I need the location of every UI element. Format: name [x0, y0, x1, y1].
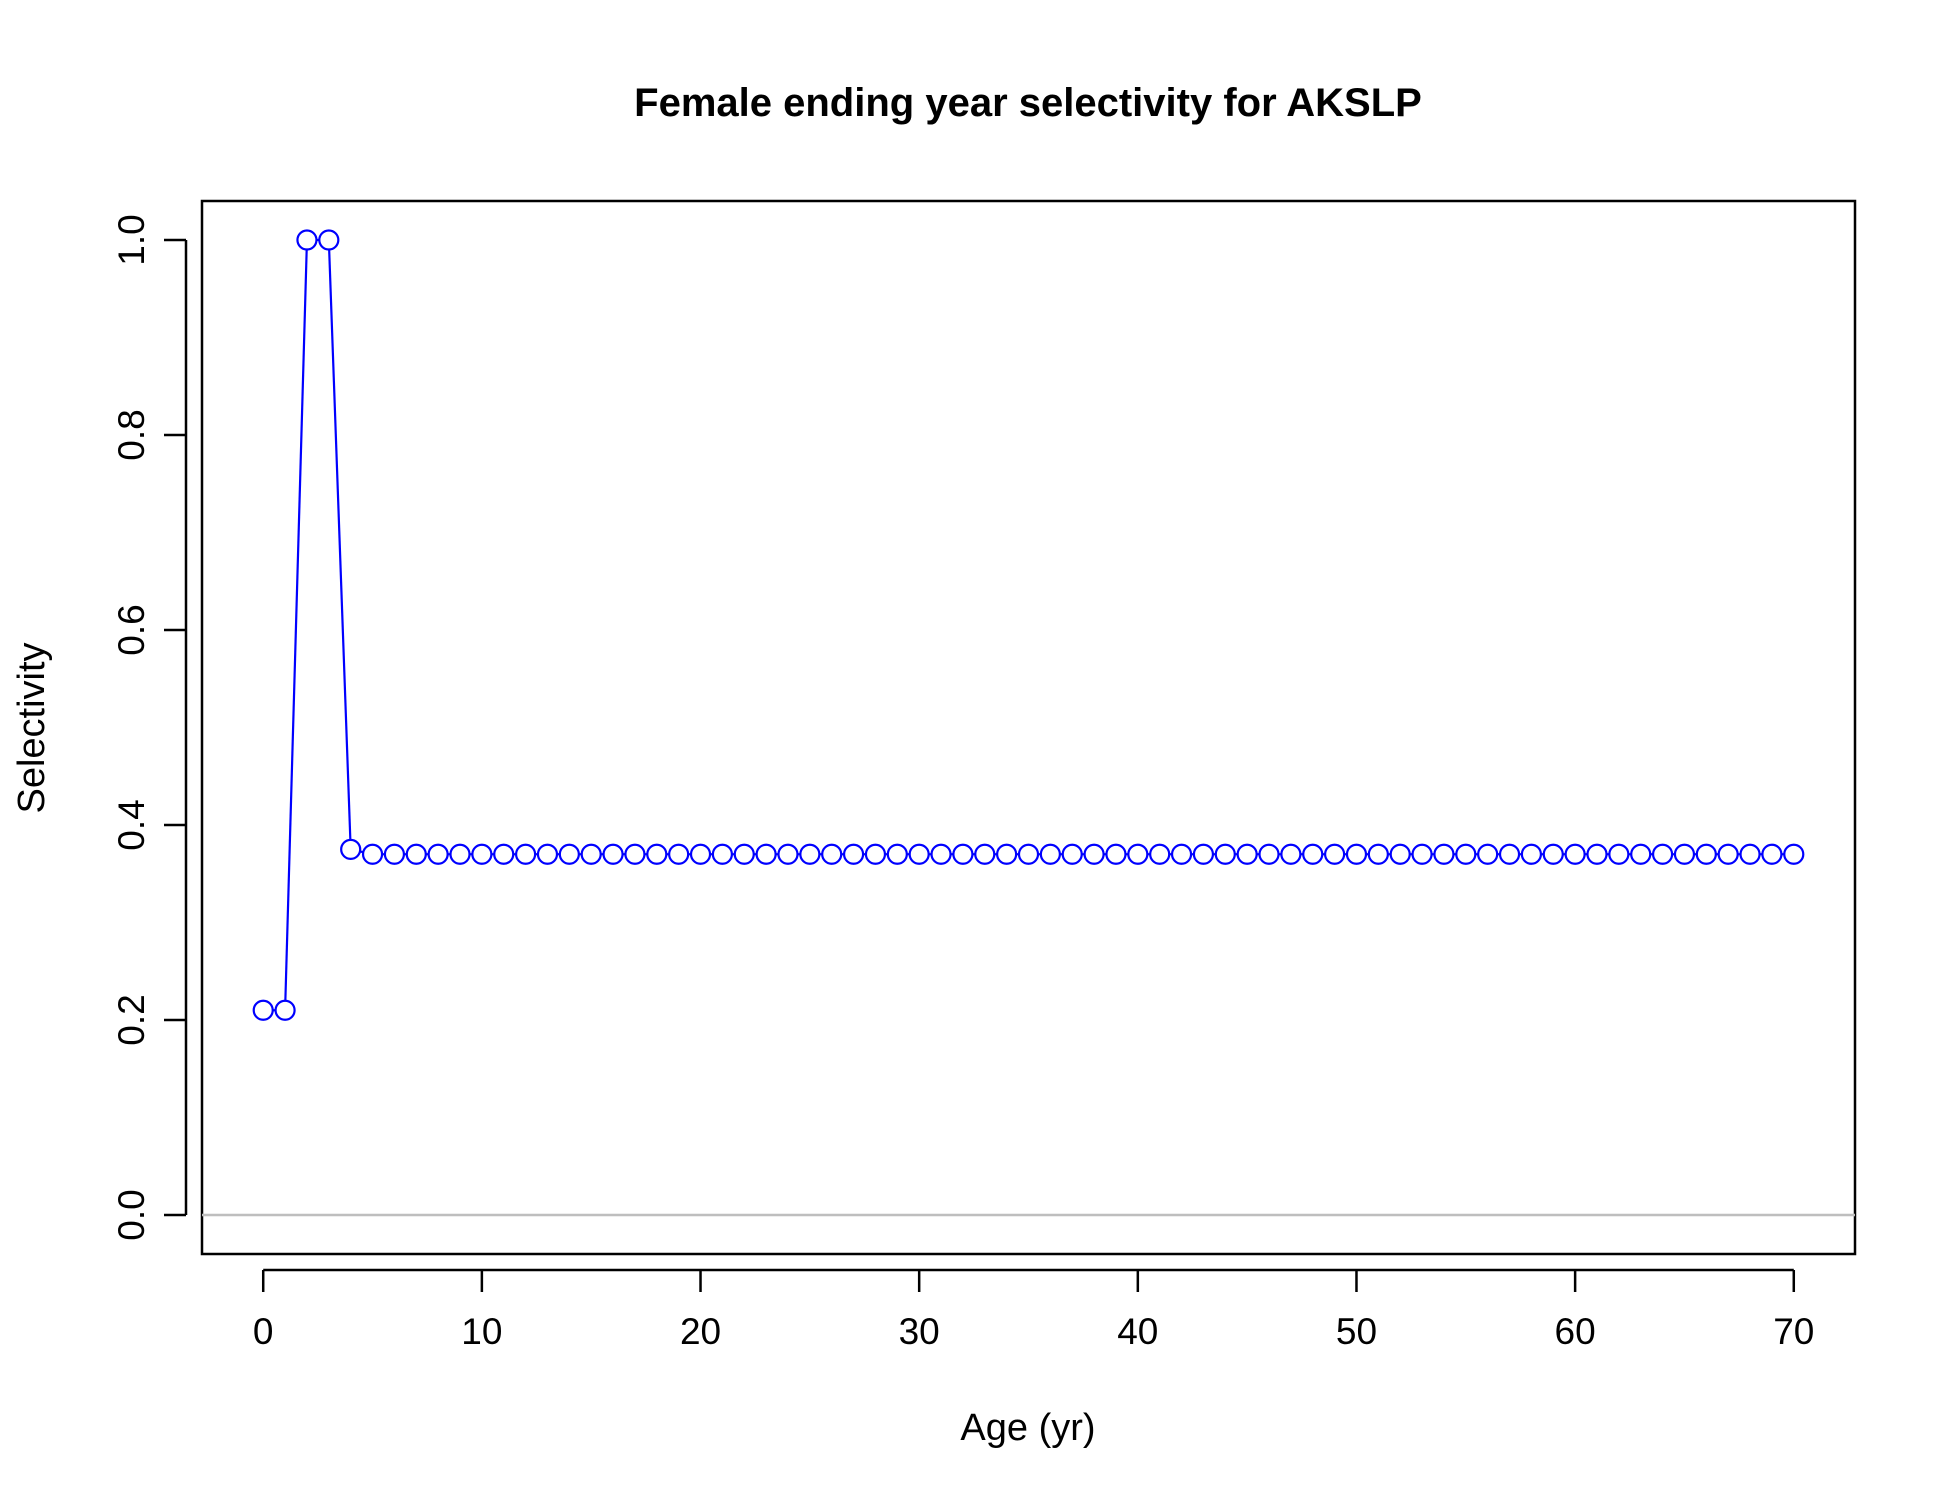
plot-frame: [200, 199, 1857, 1256]
data-point: [1564, 843, 1586, 865]
data-point: [1105, 843, 1127, 865]
data-point: [1477, 843, 1499, 865]
data-point: [1717, 843, 1739, 865]
data-point: [1411, 843, 1433, 865]
selectivity-series: [252, 229, 1805, 1021]
data-point: [361, 843, 384, 865]
y-tick-label: 0.8: [111, 409, 152, 460]
data-point: [493, 843, 515, 865]
data-point: [1586, 843, 1608, 865]
data-point: [1542, 843, 1564, 865]
data-point: [1258, 843, 1280, 865]
y-tick-label: 1.0: [111, 214, 152, 265]
data-point: [996, 843, 1018, 865]
data-point: [1761, 843, 1783, 865]
data-point: [777, 843, 799, 865]
data-point: [318, 229, 340, 251]
x-tick-label: 20: [680, 1311, 721, 1352]
data-point: [471, 843, 493, 865]
x-tick-label: 40: [1117, 1311, 1158, 1352]
data-point: [1061, 843, 1083, 865]
data-point: [558, 843, 580, 865]
data-point: [952, 843, 974, 865]
chart-title: Female ending year selectivity for AKSLP: [634, 81, 1422, 125]
data-point: [1170, 843, 1193, 865]
data-point: [689, 843, 712, 865]
data-point: [427, 843, 449, 865]
x-tick-label: 50: [1336, 1311, 1377, 1352]
data-point: [1302, 843, 1324, 865]
y-tick-label: 0.4: [111, 799, 152, 850]
data-point: [383, 843, 406, 865]
y-axis-label: Selectivity: [11, 642, 53, 813]
data-point: [1280, 843, 1302, 865]
data-point: [974, 843, 996, 865]
x-tick-label: 70: [1773, 1311, 1814, 1352]
data-point: [755, 843, 777, 865]
data-point: [405, 843, 427, 865]
data-point: [1630, 843, 1652, 865]
data-point: [1214, 843, 1236, 865]
data-point: [536, 843, 559, 865]
data-point: [449, 843, 471, 865]
data-point: [1345, 843, 1368, 865]
data-point: [1651, 843, 1674, 865]
data-point: [799, 843, 821, 865]
data-point: [602, 843, 624, 865]
data-point: [1192, 843, 1215, 865]
data-point: [821, 843, 843, 865]
x-tick-label: 0: [253, 1311, 274, 1352]
data-point: [908, 843, 930, 865]
data-point: [1455, 843, 1477, 865]
data-point: [930, 843, 952, 865]
data-point: [646, 843, 668, 865]
data-point: [733, 843, 755, 865]
data-point: [842, 843, 865, 865]
data-point: [1083, 843, 1105, 865]
x-tick-label: 60: [1555, 1311, 1596, 1352]
x-axis-label: Age (yr): [960, 1407, 1095, 1449]
data-point: [1127, 843, 1149, 865]
plot-layer: 0 10 20 30 40 50 60 70 0.0 0.2 0.4 0.6 0.8 1.0: [111, 199, 1857, 1352]
data-point: [1498, 843, 1521, 865]
x-tick-label: 30: [899, 1311, 940, 1352]
data-point: [864, 843, 887, 865]
data-point: [1324, 843, 1346, 865]
data-point: [296, 229, 318, 251]
data-point: [1695, 843, 1717, 865]
x-tick-label: 10: [461, 1311, 502, 1352]
series-layer: [252, 229, 1805, 1021]
data-point: [1149, 843, 1171, 865]
data-point: [340, 838, 362, 860]
data-point: [711, 843, 733, 865]
data-point: [624, 843, 646, 865]
data-point: [1608, 843, 1630, 865]
y-tick-label: 0.2: [111, 994, 152, 1045]
data-point: [1783, 843, 1805, 865]
data-point: [580, 843, 602, 865]
data-point: [1520, 843, 1542, 865]
data-point: [886, 843, 908, 865]
data-point: [1017, 843, 1040, 865]
data-point: [252, 999, 274, 1021]
y-tick-label: 0.6: [111, 604, 152, 655]
data-point: [1389, 843, 1411, 865]
data-point: [1367, 843, 1389, 865]
y-tick-label: 0.0: [111, 1189, 152, 1240]
data-point: [1739, 843, 1761, 865]
data-point: [1433, 843, 1455, 865]
series-segment: [284, 249, 308, 1001]
data-point: [1236, 843, 1258, 865]
data-point: [515, 843, 537, 865]
data-point: [668, 843, 690, 865]
data-point: [274, 999, 296, 1021]
series-segment: [328, 249, 352, 840]
data-point: [1039, 843, 1061, 865]
data-point: [1673, 843, 1696, 865]
